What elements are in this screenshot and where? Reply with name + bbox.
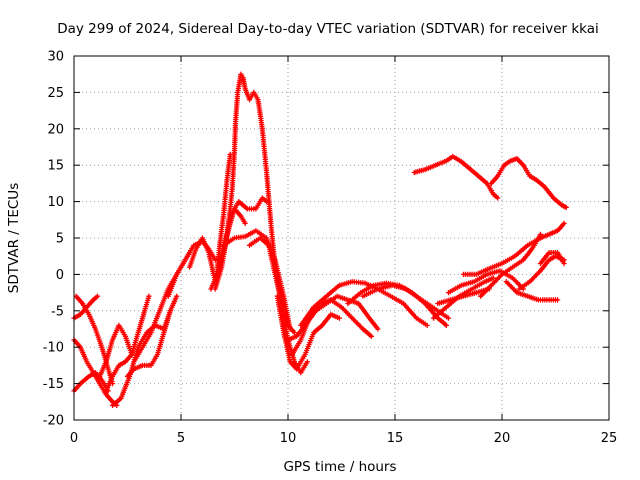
series-markers xyxy=(537,220,567,241)
y-tick-label: 30 xyxy=(47,50,64,65)
series-sat-14 xyxy=(214,151,233,270)
chart-title: Day 299 of 2024, Sidereal Day-to-day VTE… xyxy=(57,21,599,37)
y-tick-label: 20 xyxy=(47,122,64,137)
series-sat-33 xyxy=(488,156,569,210)
series-sat-30 xyxy=(537,250,567,267)
series-markers xyxy=(124,293,180,379)
axes: 0 5 10 15 20 25 -20 -15 -10 -5 0 5 10 15 20 25 30 xyxy=(43,50,618,447)
series-sat-28 xyxy=(503,279,561,303)
x-tick-label: 25 xyxy=(601,431,618,446)
series-sat-20 xyxy=(298,279,430,328)
series-markers xyxy=(71,370,111,394)
series-sat-24 xyxy=(435,286,492,307)
y-tick-label: -15 xyxy=(43,377,64,392)
y-tick-label: 10 xyxy=(47,195,64,210)
y-tick-label: 25 xyxy=(47,86,64,101)
grid xyxy=(74,56,609,420)
series-markers xyxy=(411,153,501,201)
series-sat-19 xyxy=(289,297,375,358)
series-markers xyxy=(103,293,152,394)
y-tick-label: 0 xyxy=(56,268,64,283)
series-markers xyxy=(445,268,526,296)
series-sat-32 xyxy=(411,153,501,201)
series-markers xyxy=(97,322,135,379)
x-tick-label: 20 xyxy=(494,431,511,446)
x-tick-label: 0 xyxy=(70,431,78,446)
series-markers xyxy=(488,156,569,210)
series-sat-3 xyxy=(71,337,120,408)
plot-area xyxy=(71,71,569,408)
x-tick-label: 5 xyxy=(177,431,185,446)
y-tick-label: -20 xyxy=(43,414,64,429)
series-sat-25 xyxy=(445,268,526,296)
x-tick-label: 15 xyxy=(387,431,404,446)
series-markers xyxy=(478,231,544,299)
series-markers xyxy=(537,250,567,267)
y-axis-label: SDTVAR / TECUs xyxy=(6,183,22,293)
y-tick-label: -10 xyxy=(43,341,64,356)
series-markers xyxy=(298,279,430,328)
series-sat-27 xyxy=(478,231,544,299)
series-sat-26 xyxy=(460,235,544,277)
series-markers xyxy=(503,279,561,303)
series-sat-6 xyxy=(103,293,152,394)
x-axis-label: GPS time / hours xyxy=(283,459,396,475)
series-sat-4 xyxy=(71,370,111,394)
series-line xyxy=(413,155,499,200)
series-markers xyxy=(214,151,233,270)
series-markers xyxy=(435,286,492,307)
y-tick-label: 5 xyxy=(56,232,64,247)
series-sat-5 xyxy=(97,322,135,379)
series-sat-31 xyxy=(537,220,567,241)
series-markers xyxy=(274,293,342,372)
x-tick-label: 10 xyxy=(280,431,297,446)
series-markers xyxy=(460,235,544,277)
series-sat-17 xyxy=(274,293,342,372)
series-sat-8 xyxy=(124,293,180,379)
y-tick-label: -5 xyxy=(51,304,64,319)
y-tick-label: 15 xyxy=(47,159,64,174)
